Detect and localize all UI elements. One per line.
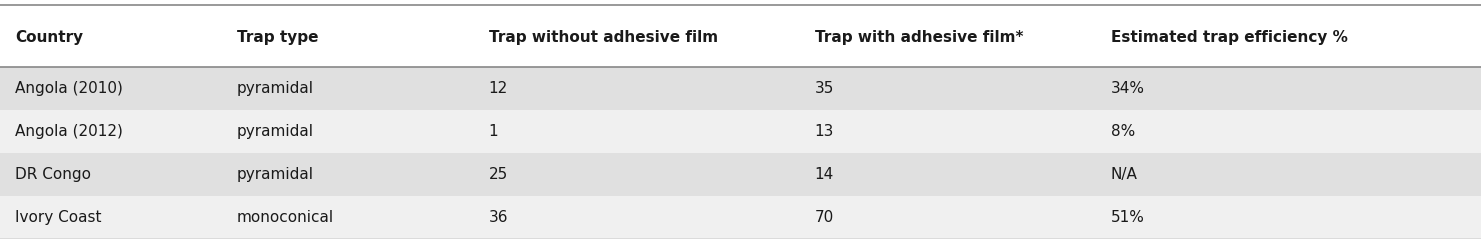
Text: Estimated trap efficiency %: Estimated trap efficiency %: [1111, 30, 1348, 44]
Text: Angola (2010): Angola (2010): [15, 81, 123, 96]
Text: 35: 35: [815, 81, 834, 96]
Text: 8%: 8%: [1111, 124, 1134, 139]
Text: 1: 1: [489, 124, 498, 139]
Bar: [0, 110, 1481, 153]
Text: pyramidal: pyramidal: [237, 167, 314, 182]
Text: monoconical: monoconical: [237, 210, 335, 225]
Text: pyramidal: pyramidal: [237, 124, 314, 139]
Text: Angola (2012): Angola (2012): [15, 124, 123, 139]
Text: 12: 12: [489, 81, 508, 96]
Text: Country: Country: [15, 30, 83, 44]
Text: Ivory Coast: Ivory Coast: [15, 210, 101, 225]
Text: Trap without adhesive film: Trap without adhesive film: [489, 30, 718, 44]
Text: pyramidal: pyramidal: [237, 81, 314, 96]
Text: 51%: 51%: [1111, 210, 1145, 225]
Text: 13: 13: [815, 124, 834, 139]
Bar: [0, 196, 1481, 239]
Text: 34%: 34%: [1111, 81, 1145, 96]
Bar: [0, 153, 1481, 196]
Bar: [0, 67, 1481, 110]
Text: 36: 36: [489, 210, 508, 225]
Text: DR Congo: DR Congo: [15, 167, 90, 182]
Text: N/A: N/A: [1111, 167, 1137, 182]
Text: Trap type: Trap type: [237, 30, 318, 44]
Text: Trap with adhesive film*: Trap with adhesive film*: [815, 30, 1023, 44]
Text: 25: 25: [489, 167, 508, 182]
Text: 70: 70: [815, 210, 834, 225]
Text: 14: 14: [815, 167, 834, 182]
